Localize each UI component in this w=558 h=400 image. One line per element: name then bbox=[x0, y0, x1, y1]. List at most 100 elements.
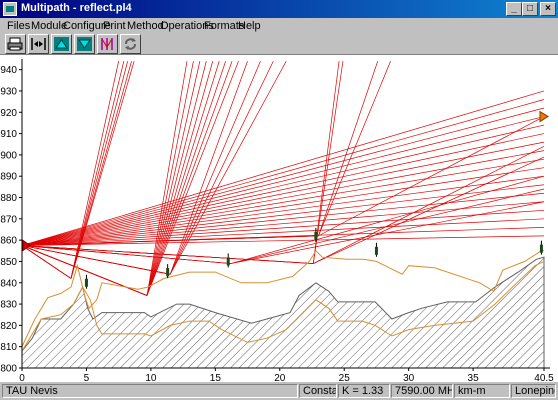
status-units: km-m bbox=[454, 384, 510, 398]
direct-ray bbox=[21, 235, 545, 246]
y-tick-label: 870 bbox=[0, 214, 17, 225]
reflected-ray bbox=[230, 201, 545, 264]
direct-ray bbox=[21, 201, 545, 246]
direct-ray bbox=[21, 124, 545, 246]
obstruction-marker-body bbox=[539, 244, 543, 253]
menu-method[interactable]: Method bbox=[127, 20, 164, 32]
menu-formats[interactable]: Formats bbox=[204, 20, 245, 32]
reflected-ray bbox=[146, 61, 220, 296]
menu-module[interactable]: Module bbox=[31, 20, 68, 32]
reflected-ray bbox=[318, 116, 545, 237]
y-tick-label: 850 bbox=[0, 257, 17, 268]
incident-ray bbox=[21, 245, 314, 264]
print-icon bbox=[7, 37, 23, 51]
incident-ray bbox=[21, 245, 231, 264]
profile-upper-line bbox=[21, 249, 544, 347]
reflected-ray bbox=[146, 61, 207, 296]
y-tick-label: 900 bbox=[0, 150, 17, 161]
x-tick-label: 10 bbox=[145, 373, 157, 383]
maximize-button[interactable]: □ bbox=[522, 2, 538, 16]
direct-ray bbox=[21, 192, 545, 246]
direct-ray bbox=[21, 99, 545, 246]
menu-help[interactable]: Help bbox=[238, 20, 261, 32]
y-tick-label: 810 bbox=[0, 342, 17, 353]
refresh-button[interactable] bbox=[120, 34, 141, 54]
receiver-marker bbox=[539, 110, 549, 123]
direct-ray bbox=[21, 116, 545, 246]
app-icon[interactable] bbox=[3, 2, 17, 16]
reflected-ray bbox=[169, 60, 274, 275]
profile-plot[interactable]: 800 810 820 830 840 850 860 870 880 890 900 910 920 9… bbox=[0, 54, 558, 384]
arrow-up-icon bbox=[54, 37, 69, 51]
status-site-b: Lonepine bbox=[511, 384, 556, 398]
reflected-ray bbox=[230, 175, 545, 264]
reflected-ray bbox=[146, 61, 194, 296]
direct-ray bbox=[21, 218, 545, 246]
profile-lower-line bbox=[21, 260, 545, 352]
menu-configure[interactable]: Configure bbox=[63, 20, 111, 32]
incident-ray bbox=[21, 245, 148, 296]
obstruction-marker-body bbox=[84, 278, 88, 287]
reflected-ray bbox=[169, 60, 287, 275]
reflected-ray bbox=[318, 60, 391, 237]
close-button[interactable]: × bbox=[540, 2, 556, 16]
direct-ray bbox=[21, 209, 545, 246]
y-tick-label: 940 bbox=[0, 65, 17, 76]
menu-bar: Files Module Configure Print Method Oper… bbox=[0, 18, 558, 34]
scroll-down-button[interactable] bbox=[74, 34, 95, 54]
reflected-ray bbox=[70, 61, 132, 279]
rays-button[interactable] bbox=[97, 34, 118, 54]
menu-print[interactable]: Print bbox=[103, 20, 126, 32]
toolbar bbox=[0, 34, 558, 54]
reflected-ray bbox=[146, 61, 233, 296]
status-k-factor: K = 1.33 bbox=[338, 384, 390, 398]
x-tick-label: 5 bbox=[84, 373, 90, 383]
y-tick-label: 860 bbox=[0, 236, 17, 247]
reflected-ray bbox=[146, 61, 201, 296]
terrain-area bbox=[21, 256, 545, 369]
minimize-button[interactable]: _ bbox=[506, 2, 522, 16]
reflected-ray bbox=[146, 61, 239, 296]
direct-ray bbox=[21, 175, 545, 246]
rays-icon bbox=[101, 38, 113, 50]
reflected-ray bbox=[70, 61, 129, 279]
incident-ray bbox=[21, 245, 171, 275]
fit-width-icon bbox=[31, 38, 46, 50]
fit-width-button[interactable] bbox=[28, 34, 49, 54]
incident-ray bbox=[21, 245, 72, 279]
y-tick-label: 880 bbox=[0, 193, 17, 204]
direct-ray bbox=[21, 184, 545, 246]
direct-ray bbox=[21, 150, 545, 246]
scroll-up-button[interactable] bbox=[51, 34, 72, 54]
x-tick-label: 25 bbox=[339, 373, 351, 383]
refresh-icon bbox=[125, 38, 136, 50]
reflected-ray bbox=[70, 61, 125, 279]
menu-operations[interactable]: Operations bbox=[160, 20, 214, 32]
reflected-ray bbox=[70, 61, 120, 279]
title-bar: Multipath - reflect.pl4 _ □ × bbox=[0, 0, 558, 18]
print-button[interactable] bbox=[5, 34, 26, 54]
obstruction-marker-body bbox=[374, 246, 378, 255]
status-frequency: 7590.00 MHz bbox=[391, 384, 453, 398]
status-bar: TAU Nevis Constant K = 1.33 7590.00 MHz … bbox=[0, 382, 558, 400]
menu-files[interactable]: Files bbox=[7, 20, 31, 32]
y-tick-label: 820 bbox=[0, 321, 17, 332]
reflected-ray bbox=[312, 61, 344, 264]
obstruction-marker-body bbox=[314, 231, 318, 240]
y-tick-label: 840 bbox=[0, 278, 17, 289]
y-tick-label: 890 bbox=[0, 172, 17, 183]
direct-ray bbox=[21, 107, 545, 246]
y-tick-label: 910 bbox=[0, 129, 17, 140]
direct-ray bbox=[21, 90, 545, 246]
y-tick-label: 830 bbox=[0, 300, 17, 311]
y-tick-label: 800 bbox=[0, 364, 17, 375]
status-site-a: TAU Nevis bbox=[2, 384, 298, 398]
obstruction-marker-body bbox=[166, 268, 170, 277]
direct-ray bbox=[21, 158, 545, 246]
reflected-ray bbox=[312, 61, 340, 264]
x-tick-label: 20 bbox=[274, 373, 286, 383]
reflected-ray bbox=[146, 61, 214, 296]
x-tick-label: 30 bbox=[403, 373, 415, 383]
x-tick-label: 40.5 bbox=[534, 373, 554, 383]
reflected-ray bbox=[318, 61, 379, 236]
